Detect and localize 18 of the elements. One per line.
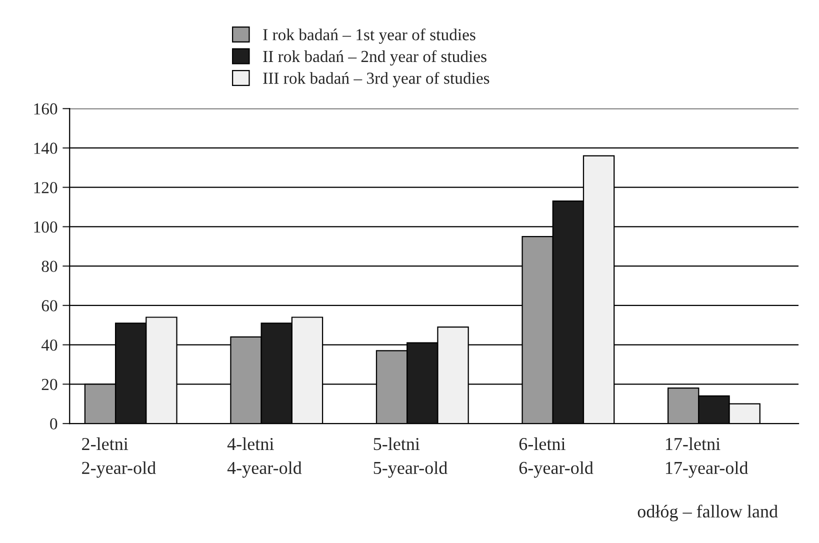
y-tick-label: 160: [34, 103, 58, 115]
y-tick-label: 20: [42, 378, 58, 390]
legend-label: I rok badań – 1st year of studies: [263, 28, 476, 44]
x-tick-label: 5-letni 5-year-old: [374, 437, 448, 478]
y-tick-label: 60: [42, 300, 58, 312]
y-tick-label: 140: [34, 142, 58, 154]
legend-label: II rok badań – 2nd year of studies: [263, 50, 486, 66]
legend-label: III rok badań – 3rd year of studies: [263, 72, 490, 88]
y-tick-label: 0: [50, 418, 58, 430]
y-tick-label: 40: [41, 340, 58, 351]
text: odłóg – fallow land: [638, 504, 778, 522]
y-tick-label: 100: [34, 221, 58, 233]
y-tick-label: 80: [42, 260, 58, 272]
x-tick-label: 2-letni 2-year-old: [82, 437, 156, 478]
y-tick-label: 120: [34, 182, 58, 194]
x-tick-label: 6-letni 6-year-old: [519, 437, 594, 478]
x-tick-label: 4-letni 4-year-old: [227, 437, 302, 478]
x-tick-label: 17-letni 17-year-old: [666, 437, 748, 478]
